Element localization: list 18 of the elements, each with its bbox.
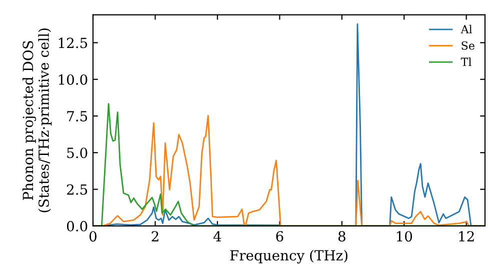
y-axis-title: Phonon projected DOS (States/THz·primitive cell) (22, 28, 52, 212)
y-tick-label: 12.5 (58, 38, 88, 48)
y-tick-label: 0.0 (66, 220, 88, 232)
x-tick-label: 8 (338, 231, 346, 242)
legend-label: Al (460, 24, 472, 34)
legend-label: Se (462, 41, 474, 50)
y-tick-label: 5.0 (67, 148, 88, 158)
y-tick-label: 7.5 (67, 111, 88, 122)
x-tick-label: 2 (152, 231, 158, 242)
x-tick-label: 6 (276, 231, 284, 242)
x-tick-label: 10 (396, 231, 412, 242)
y-tick-label: 2.5 (66, 184, 88, 195)
x-axis-title: Frequency (THz) (230, 250, 348, 264)
x-tick-label: 12 (459, 231, 474, 242)
legend-label: Tl (460, 57, 472, 66)
x-tick-label: 0 (89, 231, 96, 242)
y-tick-label: 10.0 (58, 74, 88, 85)
x-tick-label: 4 (213, 231, 222, 242)
